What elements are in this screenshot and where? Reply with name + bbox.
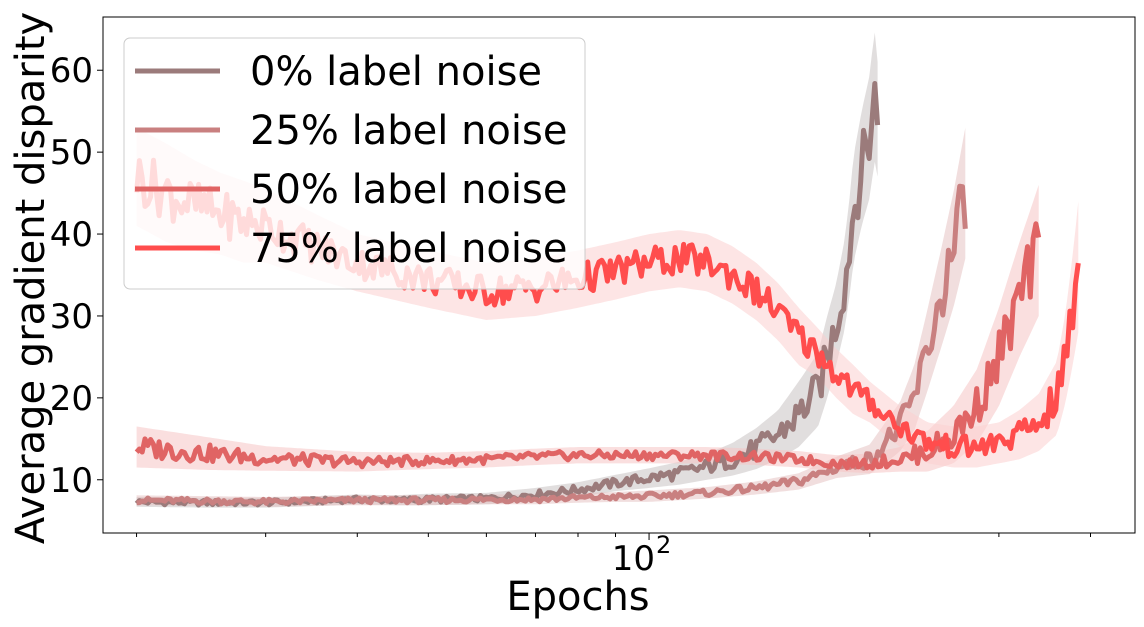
y-tick-label: 10 (50, 461, 93, 501)
y-tick-label: 60 (50, 51, 93, 91)
plot-frame (102, 16, 1136, 534)
legend-label: 25% label noise (250, 108, 567, 154)
x-axis-label: Epochs (506, 574, 649, 620)
x-tick-exponent: 2 (656, 531, 671, 559)
x-axis: 10 2 (136, 531, 1091, 579)
y-tick-label: 50 (50, 133, 93, 173)
series-line (134, 221, 1042, 471)
y-tick-label: 40 (50, 215, 93, 255)
series-line (136, 183, 968, 507)
x-tick-label: 10 (612, 539, 655, 579)
series-band (136, 127, 1079, 468)
y-tick-label: 30 (50, 297, 93, 337)
legend-label: 75% label noise (250, 226, 567, 272)
y-axis-label: Average gradient disparity (8, 12, 54, 544)
legend-label: 0% label noise (250, 49, 542, 95)
legend: 0% label noise 25% label noise 50% label n… (123, 37, 586, 290)
y-tick-label: 20 (50, 379, 93, 419)
y-axis: 10 20 30 40 50 60 (50, 51, 103, 501)
legend-label: 50% label noise (250, 167, 567, 213)
legend-box (123, 37, 586, 290)
